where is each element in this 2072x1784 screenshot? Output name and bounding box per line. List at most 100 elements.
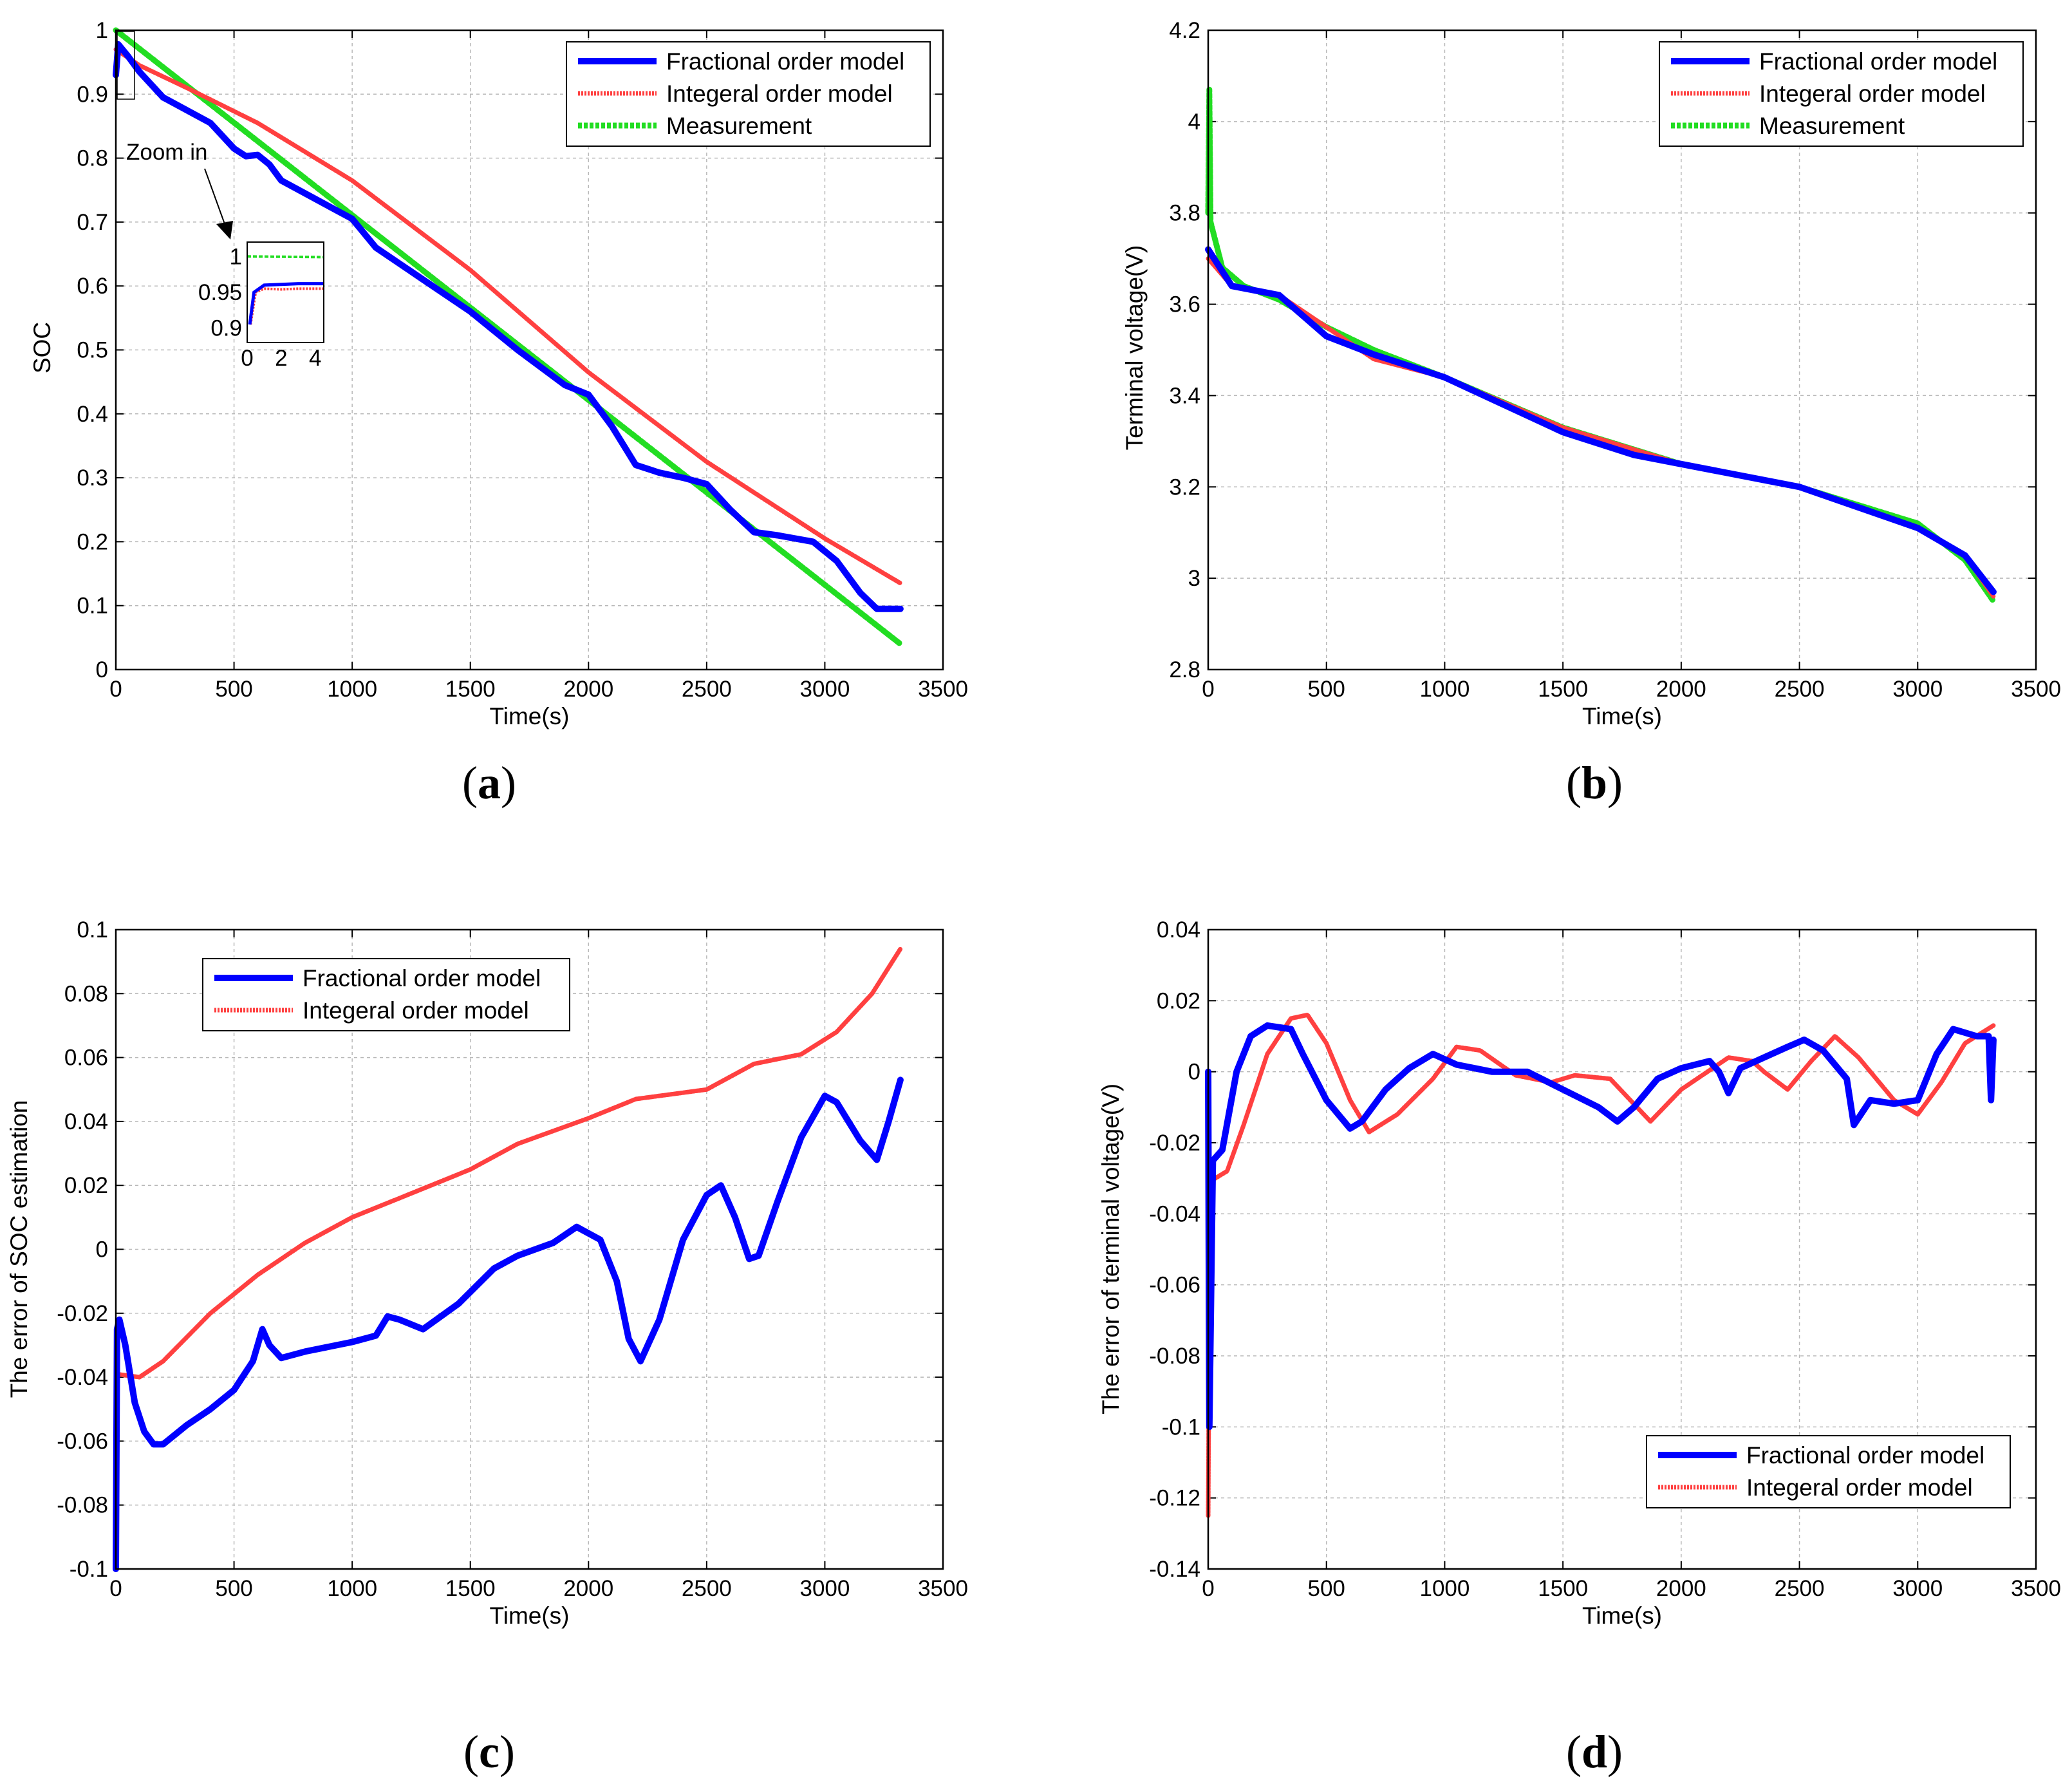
legend-entry-label: Fractional order model	[1759, 48, 1997, 75]
zoom-region-box	[117, 31, 135, 100]
caption-letter: d	[1582, 1726, 1607, 1778]
legend-entry-label: Fractional order model	[303, 965, 541, 991]
x-tick-label: 1000	[1419, 677, 1470, 702]
y-tick-label: 0.08	[64, 981, 108, 1006]
caption-paren-open: (	[463, 1726, 479, 1778]
x-tick-label: 0	[1202, 1576, 1214, 1601]
inset-x-tick-label: 4	[309, 346, 321, 371]
series-line-integral	[113, 946, 903, 1380]
caption-paren-open: (	[1566, 757, 1582, 809]
axes-frame	[1207, 928, 2037, 1570]
y-tick-label: -0.1	[70, 1557, 108, 1582]
legend-box	[202, 958, 570, 1031]
caption-paren-close: )	[499, 1726, 515, 1778]
x-tick-label: 3500	[918, 677, 968, 702]
y-tick-label: 0	[96, 1237, 108, 1263]
x-tick-label: 2000	[1656, 1576, 1706, 1601]
chart-panel-c: 0 500 1000 1500 2000 2500 3000 3500 -0.1 -0.08 -0.…	[6, 917, 968, 1778]
x-tick-label: 1500	[445, 677, 496, 702]
y-tick-label: 0.6	[77, 274, 108, 299]
y-tick-label: -0.12	[1149, 1486, 1200, 1511]
y-tick-label: 0.3	[77, 465, 108, 491]
panel-caption: (a)	[462, 757, 516, 809]
y-tick-label: 1	[96, 18, 108, 43]
caption-paren-open: (	[1566, 1726, 1582, 1778]
series-line-integral	[113, 47, 903, 586]
legend-entry-label: Measurement	[1759, 113, 1905, 139]
y-tick-label: 3.2	[1169, 474, 1200, 500]
x-tick-label: 2500	[682, 677, 732, 702]
y-axis-label: The error of terminal voltage(V)	[1097, 1084, 1124, 1414]
y-tick-label: 0.1	[77, 594, 108, 619]
y-axis-label: SOC	[29, 322, 55, 373]
x-tick-label: 2500	[1775, 1576, 1825, 1601]
x-tick-label: 500	[215, 677, 252, 702]
x-tick-label: 3000	[1892, 677, 1943, 702]
series-line-fractional	[1205, 246, 1997, 596]
legend-entry-label: Fractional order model	[1746, 1442, 1984, 1469]
zoom-arrow-shaft	[204, 168, 227, 230]
x-tick-label: 2000	[563, 1576, 613, 1601]
y-tick-label: -0.08	[57, 1493, 108, 1518]
x-axis-label: Time(s)	[1582, 703, 1662, 729]
y-tick-label: 2.8	[1169, 657, 1200, 682]
x-tick-label: 1000	[1419, 1576, 1470, 1601]
x-tick-label: 3000	[799, 1576, 850, 1601]
x-tick-label: 2000	[1656, 677, 1706, 702]
y-tick-label: 0.4	[77, 402, 108, 427]
inset-y-tick-label: 1	[230, 244, 242, 269]
series-line-measurement	[113, 27, 904, 647]
x-tick-label: 1500	[1538, 1576, 1588, 1601]
legend-box	[1646, 1435, 2011, 1508]
x-tick-label: 0	[109, 677, 122, 702]
y-tick-label: 0.9	[77, 82, 108, 107]
legend-entry-label: Measurement	[666, 113, 812, 139]
y-tick-label: -0.08	[1149, 1344, 1200, 1369]
x-axis-label: Time(s)	[490, 1602, 570, 1629]
caption-letter: a	[478, 757, 501, 809]
y-tick-label: 3	[1188, 566, 1200, 591]
series-line-fractional	[113, 1076, 904, 1572]
inset-y-tick-label: 0.95	[198, 280, 242, 305]
x-tick-label: 500	[1308, 677, 1345, 702]
x-tick-label: 2500	[682, 1576, 732, 1601]
axes-frame	[115, 928, 944, 1570]
x-tick-label: 1000	[327, 1576, 377, 1601]
caption-paren-close: )	[1607, 757, 1623, 809]
inset-y-tick-label: 0.9	[210, 316, 242, 341]
series-line-fractional	[1205, 1022, 1997, 1431]
legend-entry-label: Integeral order model	[1759, 80, 1986, 107]
series-line-fractional	[113, 41, 904, 612]
inset-x-tick-label: 2	[275, 346, 287, 371]
y-tick-label: -0.04	[57, 1365, 108, 1390]
y-tick-label: 0.7	[77, 210, 108, 235]
zoom-arrow-head	[216, 221, 233, 239]
x-tick-label: 1500	[1538, 677, 1588, 702]
y-tick-label: 3.6	[1169, 292, 1200, 317]
caption-paren-close: )	[501, 757, 516, 809]
chart-panel-d: 0 500 1000 1500 2000 2500 3000 3500 -0.14 -0.12 -0…	[1097, 917, 2061, 1778]
x-tick-label: 3000	[1892, 1576, 1943, 1601]
x-tick-label: 3500	[2011, 1576, 2061, 1601]
y-tick-label: 4.2	[1169, 18, 1200, 43]
inset-plot-area	[247, 242, 324, 343]
x-tick-label: 3000	[799, 677, 850, 702]
inset-frame	[247, 241, 324, 343]
x-tick-label: 1000	[327, 677, 377, 702]
legend-entry-label: Integeral order model	[1746, 1474, 1973, 1501]
legend-entry-label: Integeral order model	[303, 997, 529, 1024]
y-tick-label: -0.14	[1149, 1557, 1200, 1582]
x-tick-label: 2500	[1775, 677, 1825, 702]
y-tick-label: -0.02	[1149, 1131, 1200, 1156]
y-tick-label: 0	[96, 657, 108, 682]
axes-frame	[115, 29, 944, 671]
inset-series-line-measurement	[247, 255, 324, 259]
x-tick-label: 2000	[563, 677, 613, 702]
caption-paren-close: )	[1607, 1726, 1623, 1778]
x-tick-label: 0	[1202, 677, 1214, 702]
x-tick-label: 500	[1308, 1576, 1345, 1601]
y-tick-label: 3.4	[1169, 383, 1200, 408]
caption-paren-open: (	[462, 757, 478, 809]
panel-caption: (c)	[463, 1726, 515, 1778]
